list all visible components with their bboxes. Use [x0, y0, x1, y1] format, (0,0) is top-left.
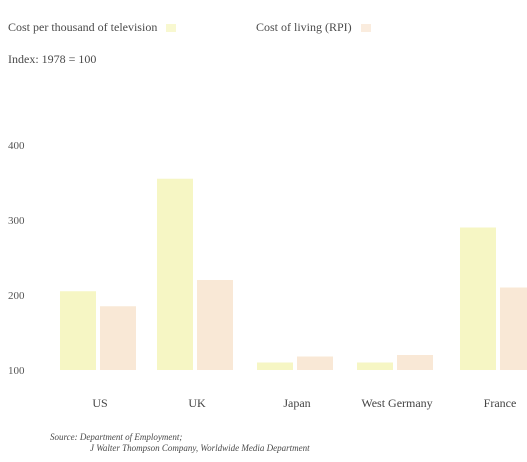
- legend-item-cost-of-living: Cost of living (RPI): [256, 20, 371, 35]
- x-tick-label: UK: [188, 396, 206, 410]
- bar-cost-of-living-us: [100, 306, 136, 370]
- y-tick-label: 200: [8, 290, 25, 302]
- bar-cost-of-living-japan: [297, 356, 333, 370]
- legend-label-cost-of-living: Cost of living (RPI): [256, 20, 352, 34]
- x-tick-label: West Germany: [361, 396, 432, 410]
- y-tick-label: 400: [8, 140, 25, 152]
- y-axis: 100 200 300 400: [8, 140, 25, 377]
- bar-tv-cost-france: [460, 227, 496, 370]
- bars-group: [60, 178, 527, 370]
- source-note: Source: Department of Employment; J Walt…: [50, 432, 310, 454]
- bar-cost-of-living-france: [500, 287, 527, 370]
- bar-tv-cost-west-germany: [357, 362, 393, 370]
- bar-tv-cost-uk: [157, 178, 193, 370]
- index-note: Index: 1978 = 100: [8, 52, 97, 66]
- y-tick-label: 300: [8, 215, 25, 227]
- bar-cost-of-living-uk: [197, 280, 233, 370]
- x-axis: US UK Japan West Germany France: [92, 396, 516, 410]
- source-line-2: J Walter Thompson Company, Worldwide Med…: [90, 443, 310, 453]
- legend-swatch-tv-cost: [166, 24, 177, 33]
- y-tick-label: 100: [8, 365, 25, 377]
- source-line-1: Source: Department of Employment;: [50, 432, 183, 442]
- bar-tv-cost-us: [60, 291, 96, 370]
- legend-swatch-cost-of-living: [360, 24, 371, 33]
- x-tick-label: Japan: [283, 396, 310, 410]
- x-tick-label: US: [92, 396, 107, 410]
- legend-label-tv-cost: Cost per thousand of television: [8, 20, 158, 34]
- x-tick-label: France: [484, 396, 517, 410]
- bar-cost-of-living-west-germany: [397, 355, 433, 370]
- bar-tv-cost-japan: [257, 362, 293, 370]
- legend-item-tv-cost: Cost per thousand of television: [8, 20, 177, 35]
